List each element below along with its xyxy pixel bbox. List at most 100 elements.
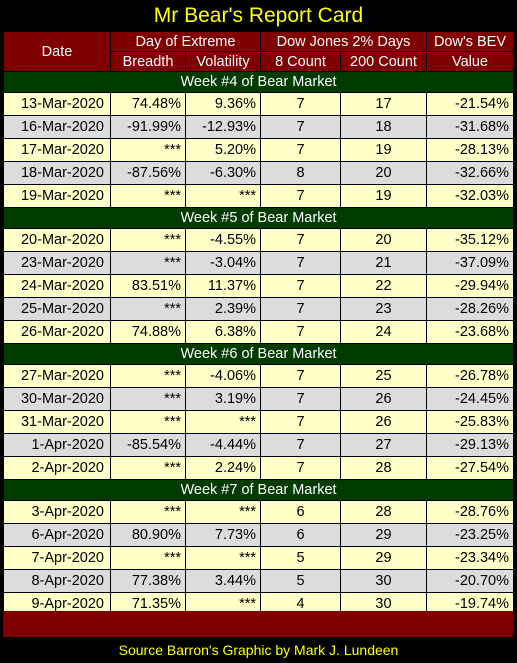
cell-date: 2-Apr-2020 (3, 456, 111, 480)
cell-breadth: *** (110, 364, 186, 388)
header-row-2: Breadth Volatility 8 Count 200 Count Val… (4, 51, 514, 72)
header-bev-line1: Dow's BEV (426, 31, 514, 52)
table-row: 1-Apr-2020 -85.54% -4.44% 7 27 -29.13% (3, 433, 514, 457)
cell-bev-value: -37.09% (426, 251, 514, 275)
cell-200-count: 25 (340, 364, 427, 388)
cell-breadth: *** (110, 456, 186, 480)
cell-breadth: *** (110, 297, 186, 321)
cell-200-count: 28 (340, 456, 427, 480)
cell-volatility: 2.24% (185, 456, 261, 480)
cell-volatility: *** (185, 184, 261, 208)
week-label: Week #7 of Bear Market (3, 479, 514, 501)
cell-bev-value: -23.25% (426, 523, 514, 547)
cell-200-count: 20 (340, 228, 427, 252)
table-row: 6-Apr-2020 80.90% 7.73% 6 29 -23.25% (3, 523, 514, 547)
cell-8-count: 6 (260, 500, 341, 524)
cell-200-count: 26 (340, 387, 427, 411)
cell-200-count: 30 (340, 569, 427, 593)
cell-breadth: *** (110, 138, 186, 162)
cell-200-count: 27 (340, 433, 427, 457)
cell-8-count: 7 (260, 115, 341, 139)
table-row: 3-Apr-2020 *** *** 6 28 -28.76% (3, 500, 514, 524)
cell-breadth: 77.38% (110, 569, 186, 593)
cell-8-count: 5 (260, 569, 341, 593)
table-row: 18-Mar-2020 -87.56% -6.30% 8 20 -32.66% (3, 161, 514, 185)
cell-breadth: 74.88% (110, 320, 186, 344)
cell-8-count: 7 (260, 433, 341, 457)
header-dow-2pct-days: Dow Jones 2% Days (260, 31, 427, 52)
cell-volatility: 9.36% (185, 92, 261, 116)
cell-date: 13-Mar-2020 (3, 92, 111, 116)
cell-8-count: 7 (260, 364, 341, 388)
cell-8-count: 7 (260, 184, 341, 208)
cell-breadth: *** (110, 546, 186, 570)
cell-date: 6-Apr-2020 (3, 523, 111, 547)
cell-date: 20-Mar-2020 (3, 228, 111, 252)
cell-bev-value: -27.54% (426, 456, 514, 480)
cell-date: 31-Mar-2020 (3, 410, 111, 434)
cell-breadth: 80.90% (110, 523, 186, 547)
source-footer: Source Barron's Graphic by Mark J. Lunde… (118, 642, 399, 658)
cell-date: 25-Mar-2020 (3, 297, 111, 321)
week-header-row: Week #5 of Bear Market (3, 207, 514, 229)
cell-8-count: 7 (260, 297, 341, 321)
table-row: 25-Mar-2020 *** 2.39% 7 23 -28.26% (3, 297, 514, 321)
cell-breadth: *** (110, 410, 186, 434)
cell-date: 1-Apr-2020 (3, 433, 111, 457)
footer-band (3, 611, 513, 637)
cell-date: 8-Apr-2020 (3, 569, 111, 593)
cell-bev-value: -32.66% (426, 161, 514, 185)
cell-8-count: 7 (260, 228, 341, 252)
cell-breadth: *** (110, 251, 186, 275)
cell-volatility: 6.38% (185, 320, 261, 344)
cell-breadth: *** (110, 500, 186, 524)
cell-breadth: -87.56% (110, 161, 186, 185)
table-row: 30-Mar-2020 *** 3.19% 7 26 -24.45% (3, 387, 514, 411)
cell-bev-value: -28.13% (426, 138, 514, 162)
cell-date: 27-Mar-2020 (3, 364, 111, 388)
cell-200-count: 21 (340, 251, 427, 275)
header-row-1: Date Day of Extreme Dow Jones 2% Days Do… (3, 31, 514, 72)
cell-8-count: 7 (260, 274, 341, 298)
table-row: 13-Mar-2020 74.48% 9.36% 7 17 -21.54% (3, 92, 514, 116)
table-row: 20-Mar-2020 *** -4.55% 7 20 -35.12% (3, 228, 514, 252)
cell-8-count: 7 (260, 456, 341, 480)
week-label: Week #6 of Bear Market (3, 343, 514, 365)
cell-bev-value: -31.68% (426, 115, 514, 139)
cell-200-count: 17 (340, 92, 427, 116)
cell-bev-value: -28.26% (426, 297, 514, 321)
cell-date: 16-Mar-2020 (3, 115, 111, 139)
cell-200-count: 20 (340, 161, 427, 185)
cell-8-count: 8 (260, 161, 341, 185)
header-date: Date (3, 31, 111, 72)
cell-bev-value: -23.34% (426, 546, 514, 570)
cell-bev-value: -35.12% (426, 228, 514, 252)
cell-bev-value: -26.78% (426, 364, 514, 388)
cell-8-count: 7 (260, 251, 341, 275)
cell-bev-value: -20.70% (426, 569, 514, 593)
cell-date: 19-Mar-2020 (3, 184, 111, 208)
cell-200-count: 23 (340, 297, 427, 321)
header-breadth: Breadth (110, 51, 186, 72)
table-row: 24-Mar-2020 83.51% 11.37% 7 22 -29.94% (3, 274, 514, 298)
table-row: 17-Mar-2020 *** 5.20% 7 19 -28.13% (3, 138, 514, 162)
cell-date: 30-Mar-2020 (3, 387, 111, 411)
report-table: Date Day of Extreme Dow Jones 2% Days Do… (3, 31, 514, 616)
cell-breadth: *** (110, 228, 186, 252)
cell-breadth: *** (110, 184, 186, 208)
cell-volatility: 5.20% (185, 138, 261, 162)
cell-8-count: 5 (260, 546, 341, 570)
page-title: Mr Bear's Report Card (153, 4, 364, 27)
cell-200-count: 19 (340, 184, 427, 208)
cell-date: 26-Mar-2020 (3, 320, 111, 344)
week-header-row: Week #7 of Bear Market (3, 479, 514, 501)
cell-200-count: 22 (340, 274, 427, 298)
cell-volatility: 3.19% (185, 387, 261, 411)
cell-volatility: 7.73% (185, 523, 261, 547)
cell-200-count: 28 (340, 500, 427, 524)
table-row: 23-Mar-2020 *** -3.04% 7 21 -37.09% (3, 251, 514, 275)
cell-bev-value: -23.68% (426, 320, 514, 344)
week-header-row: Week #6 of Bear Market (3, 343, 514, 365)
cell-volatility: *** (185, 410, 261, 434)
cell-volatility: -4.44% (185, 433, 261, 457)
